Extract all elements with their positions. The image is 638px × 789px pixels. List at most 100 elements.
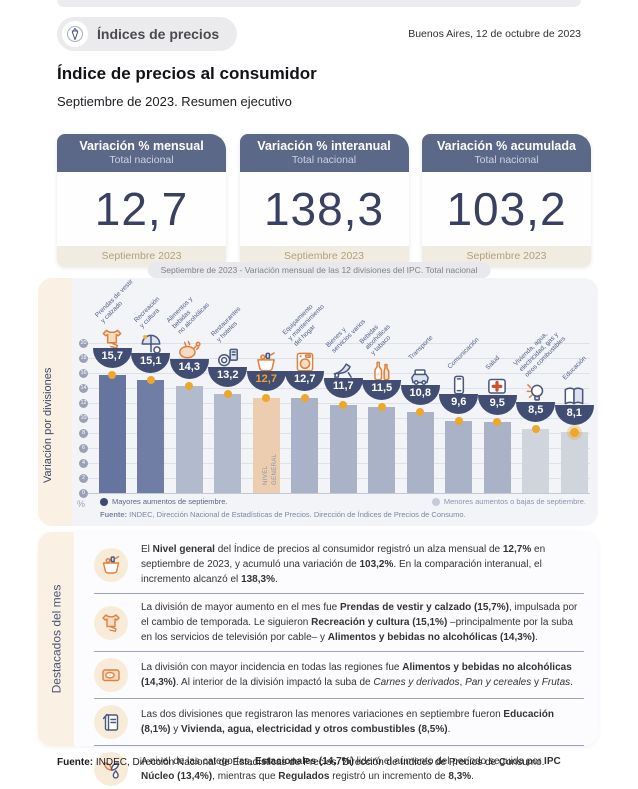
gridline xyxy=(86,343,590,344)
bar-dot xyxy=(300,393,309,402)
highlight-row: A nivel de las categorías, Estacionales … xyxy=(94,745,584,789)
bar xyxy=(445,421,473,493)
bar-dot xyxy=(108,371,117,380)
bar xyxy=(483,421,511,493)
bar xyxy=(214,394,242,493)
highlight-row: La división de mayor aumento en el mes f… xyxy=(94,593,584,651)
bar xyxy=(329,405,357,493)
report-category-badge: Índices de precios xyxy=(57,17,238,51)
bar-dot xyxy=(262,393,271,402)
kpi-card-accumulated: Variación % acumulada Total nacional 103… xyxy=(422,134,591,267)
kpi-cards: Variación % mensual Total nacional 12,7 … xyxy=(57,134,591,267)
gridline xyxy=(86,403,590,404)
bar-value-bowl: 11,7 xyxy=(323,378,363,399)
chart-left-strip xyxy=(38,278,72,526)
bar-dot xyxy=(416,408,425,416)
food-icon xyxy=(174,337,204,363)
bar-value-bowl: 11,5 xyxy=(362,379,402,400)
y-tick: 20 xyxy=(79,338,88,348)
highlight-text: La división con mayor incidencia en toda… xyxy=(141,662,573,688)
bar-value-bowl: 12,7 xyxy=(285,370,325,391)
bar-value-bowl: 9,6 xyxy=(439,394,479,414)
bar xyxy=(522,429,550,493)
category-label: Restaurantes y hoteles xyxy=(209,305,243,344)
bar-value-bowl: 15,7 xyxy=(92,348,132,369)
bar-value-bowl: 12,7 xyxy=(246,370,286,391)
general-level-bar-label: NIVEL GENERAL xyxy=(263,453,279,485)
bar-value-bowl: 10,8 xyxy=(400,385,440,405)
bar xyxy=(560,432,588,493)
ipc-divisions-chart: Variación por divisiones 20 18 16 14 12 10 8 6 4… xyxy=(38,278,598,526)
legend-dot xyxy=(100,497,108,506)
bar-dot xyxy=(339,401,348,410)
y-tick: 2 xyxy=(79,473,88,483)
restaurant-icon xyxy=(213,345,243,371)
shoes-icon xyxy=(328,356,358,382)
kpi-card-monthly: Variación % mensual Total nacional 12,7 … xyxy=(57,134,226,267)
chart-source: Fuente: INDEC, Dirección Nacional de Est… xyxy=(100,510,466,519)
bar xyxy=(175,385,203,493)
health-icon xyxy=(482,373,512,399)
bar-dot xyxy=(569,427,579,437)
y-tick: 12 xyxy=(79,398,88,408)
highlights-section-label: Destacados del mes xyxy=(49,584,64,694)
bar-dot xyxy=(223,390,232,398)
bar-dot xyxy=(377,402,386,411)
kpi-title: Variación % interanual xyxy=(257,139,391,153)
laundry-icon xyxy=(290,349,320,375)
bar-value-bowl: 8,1 xyxy=(554,405,594,426)
indec-logo-icon xyxy=(62,21,88,47)
kpi-period: Septiembre 2023 xyxy=(422,246,591,267)
gridline xyxy=(86,493,590,494)
category-label: Vivienda, agua, electricidad, gas y otro… xyxy=(512,331,567,379)
kpi-period: Septiembre 2023 xyxy=(57,246,226,267)
category-label: Equipamiento y mantenimiento del hogar xyxy=(281,302,326,348)
recreation-icon xyxy=(136,331,166,357)
kpi-subtitle: Total nacional xyxy=(291,154,357,166)
gridline xyxy=(86,358,590,359)
highlights-panel: Destacados del mes El Nivel general del … xyxy=(38,532,598,786)
highlight-text: La división de mayor aumento en el mes f… xyxy=(141,602,578,643)
category-label: Recreación y cultura xyxy=(132,295,161,330)
y-axis-unit: % xyxy=(77,499,86,509)
legend-minor-increases: Menores aumentos o bajas de septiembre. xyxy=(431,497,586,506)
kpi-value: 12,7 xyxy=(94,183,189,235)
bar xyxy=(406,412,434,493)
bar xyxy=(291,397,319,493)
kpi-card-yearly: Variación % interanual Total nacional 13… xyxy=(239,134,409,267)
highlight-text: El Nivel general del Índice de precios a… xyxy=(141,544,546,585)
page-title: Índice de precios al consumidor xyxy=(57,64,317,83)
page-source: Fuente: INDEC, Dirección Nacional de Est… xyxy=(57,757,545,768)
notebook-icon xyxy=(94,705,128,739)
y-tick: 6 xyxy=(79,443,88,453)
kpi-period: Septiembre 2023 xyxy=(239,246,409,267)
page-header: Índices de precios Buenos Aires, 12 de o… xyxy=(57,17,581,51)
communication-icon xyxy=(444,372,474,398)
bar xyxy=(137,379,165,493)
bar-value-bowl: 15,1 xyxy=(131,352,171,373)
highlights-left-strip: Destacados del mes xyxy=(38,532,74,746)
bar-value-bowl: 8,5 xyxy=(516,402,556,423)
y-tick: 8 xyxy=(79,428,88,438)
meat-icon xyxy=(94,658,128,692)
housing-icon xyxy=(521,380,551,406)
y-tick: 14 xyxy=(79,383,88,393)
y-tick: 10 xyxy=(79,413,88,423)
bar xyxy=(98,375,126,493)
highlight-text: A nivel de las categorías, Estacionales … xyxy=(141,756,561,782)
top-strip xyxy=(57,0,581,7)
basket-icon xyxy=(94,547,128,582)
page-subtitle: Septiembre de 2023. Resumen ejecutivo xyxy=(57,94,292,109)
bar-dot xyxy=(454,417,463,425)
category-label: Educación xyxy=(561,355,589,382)
y-tick: 18 xyxy=(79,353,88,363)
bar-dot xyxy=(185,381,194,390)
publication-date: Buenos Aires, 12 de octubre de 2023 xyxy=(408,28,581,40)
y-tick: 0 xyxy=(79,488,88,498)
clothing-icon xyxy=(97,326,127,352)
plot-area: 20 18 16 14 12 10 8 6 4 2 0 15,7 Prendas de vestir y… xyxy=(38,278,598,526)
transport-icon xyxy=(405,363,435,389)
bar-dot xyxy=(493,417,502,426)
legend-dot xyxy=(431,497,440,506)
highlight-row: El Nivel general del Índice de precios a… xyxy=(94,536,584,593)
